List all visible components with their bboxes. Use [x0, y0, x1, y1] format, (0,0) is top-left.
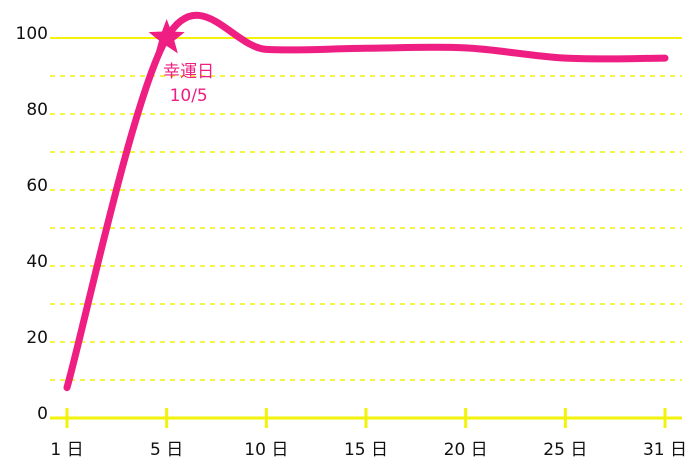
y-tick-label: 20: [26, 328, 48, 348]
star-marker: [148, 19, 185, 54]
annotation-text: 幸運日: [163, 62, 214, 82]
x-tick-label: 31 日: [643, 440, 687, 460]
x-tick-label: 10 日: [244, 440, 288, 460]
annotation-text: 10/5: [170, 86, 208, 106]
y-tick-label: 60: [26, 176, 48, 196]
x-tick-label: 5 日: [150, 440, 183, 460]
line: [63, 11, 669, 392]
y-tick-label: 80: [26, 100, 48, 120]
y-tick-label: 0: [37, 404, 48, 424]
x-tick-label: 1 日: [50, 440, 83, 460]
y-tick-label: 100: [16, 24, 48, 44]
y-tick-label: 40: [26, 252, 48, 272]
x-tick-label: 15 日: [344, 440, 388, 460]
x-tick-label: 25 日: [543, 440, 587, 460]
x-tick-label: 20 日: [444, 440, 488, 460]
